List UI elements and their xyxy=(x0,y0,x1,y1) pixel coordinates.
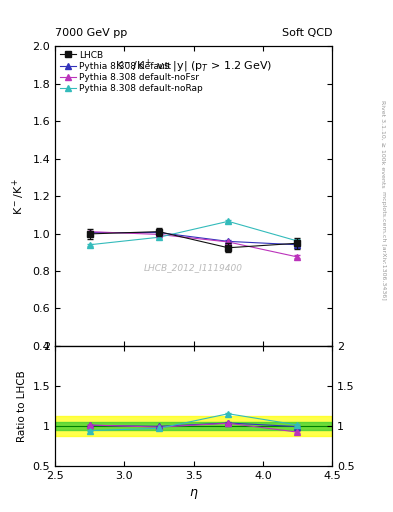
Y-axis label: Ratio to LHCB: Ratio to LHCB xyxy=(17,370,27,442)
Text: Rivet 3.1.10, ≥ 100k events: Rivet 3.1.10, ≥ 100k events xyxy=(381,99,386,187)
Y-axis label: K$^-$/K$^+$: K$^-$/K$^+$ xyxy=(11,177,27,215)
Text: LHCB_2012_I1119400: LHCB_2012_I1119400 xyxy=(144,264,243,272)
X-axis label: η: η xyxy=(189,486,198,499)
Text: K$^-$/K$^+$ vs |y| (p$_T$ > 1.2 GeV): K$^-$/K$^+$ vs |y| (p$_T$ > 1.2 GeV) xyxy=(115,58,272,75)
Text: Soft QCD: Soft QCD xyxy=(282,28,332,38)
Bar xyxy=(55,422,332,430)
Text: 7000 GeV pp: 7000 GeV pp xyxy=(55,28,127,38)
Text: mcplots.cern.ch [arXiv:1306.3436]: mcplots.cern.ch [arXiv:1306.3436] xyxy=(381,191,386,300)
Bar xyxy=(55,416,332,436)
Legend: LHCB, Pythia 8.308 default, Pythia 8.308 default-noFsr, Pythia 8.308 default-noR: LHCB, Pythia 8.308 default, Pythia 8.308… xyxy=(58,49,205,95)
